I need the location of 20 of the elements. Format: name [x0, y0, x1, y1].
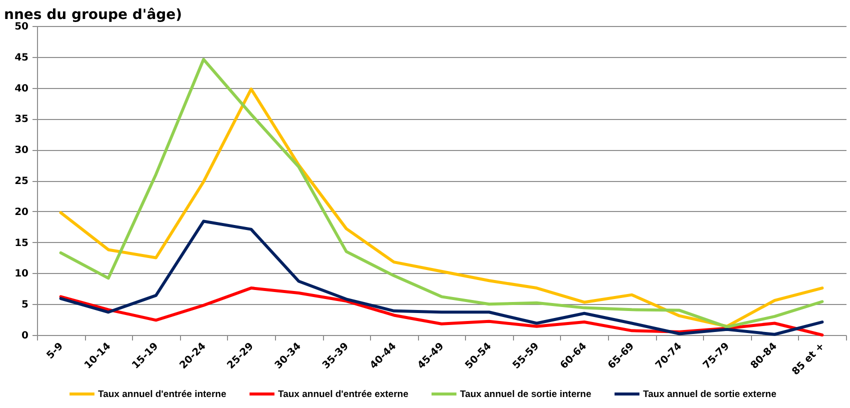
- x-tick-label: 85 et +: [790, 340, 827, 378]
- y-tick-label: 10: [14, 268, 29, 280]
- line-series: [59, 286, 824, 336]
- legend-label: Taux annuel d'entrée externe: [278, 389, 408, 400]
- y-tick-label: 0: [22, 330, 29, 342]
- y-tick-label: 45: [14, 52, 29, 64]
- legend-label: Taux annuel d'entrée interne: [98, 389, 226, 400]
- legend-label: Taux annuel de sortie externe: [643, 389, 776, 400]
- y-tick-label: 50: [14, 22, 29, 32]
- y-tick-label: 30: [14, 145, 29, 156]
- y-tick-label: 5: [22, 300, 29, 311]
- x-tick-label: 5-9: [44, 340, 66, 362]
- y-tick-label: 15: [14, 238, 29, 249]
- legend-label: Taux annuel de sortie interne: [460, 389, 592, 400]
- y-tick-label: 35: [14, 114, 29, 126]
- chart-title: nnes du groupe d'âge): [4, 7, 182, 23]
- y-tick-label: 20: [14, 206, 29, 218]
- y-tick-label: 25: [14, 176, 29, 187]
- line-series: [59, 220, 824, 336]
- y-tick-label: 40: [14, 83, 29, 94]
